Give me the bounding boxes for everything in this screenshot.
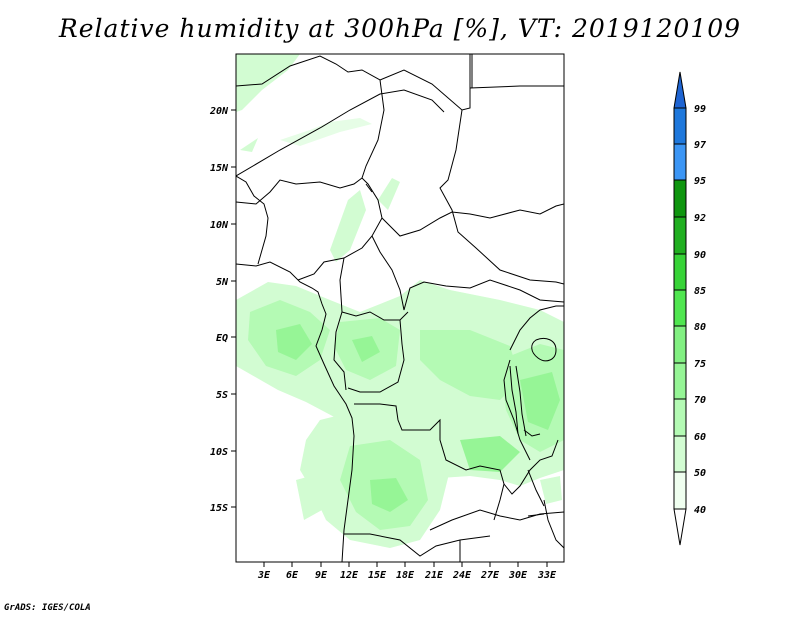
- lon-label: 9E: [315, 570, 328, 581]
- colorbar-segment: [673, 216, 687, 255]
- lon-label: 15E: [368, 570, 387, 581]
- lon-label: 30E: [508, 570, 528, 581]
- colorbar-segment: [673, 471, 687, 510]
- colorbar-label: 60: [694, 432, 706, 443]
- colorbar-top-arrow: [673, 71, 687, 109]
- colorbar-label: 85: [694, 286, 706, 297]
- colorbar-label: 92: [694, 213, 706, 224]
- lon-label: 27E: [480, 570, 500, 581]
- lat-label: 10N: [210, 220, 229, 231]
- grads-credit: GrADS: IGES/COLA: [4, 603, 91, 613]
- lat-label: 5S: [216, 390, 228, 401]
- colorbar-segment: [673, 362, 687, 400]
- lat-label: 5N: [216, 277, 229, 288]
- colorbar-segment: [673, 107, 687, 145]
- colorbar-label: 80: [694, 322, 706, 333]
- lon-label: 18E: [396, 570, 415, 581]
- colorbar-label: 50: [694, 468, 706, 479]
- colorbar-segment: [673, 435, 687, 473]
- country-boundaries: [236, 54, 564, 562]
- lon-label: 33E: [537, 570, 557, 581]
- lat-label: 10S: [210, 447, 228, 458]
- colorbar-label: 40: [694, 505, 706, 516]
- lat-label: 20N: [209, 106, 229, 117]
- map-frame: [235, 53, 565, 563]
- colorbar-label: 90: [694, 250, 706, 261]
- lat-label: EQ: [216, 333, 228, 344]
- colorbar-segment: [673, 325, 687, 364]
- lat-label: 15N: [210, 163, 229, 174]
- humidity-shading: [236, 54, 564, 548]
- axis-ticks: [231, 109, 548, 567]
- colorbar-segment: [673, 179, 687, 218]
- lon-label: 24E: [452, 570, 472, 581]
- colorbar-label: 97: [694, 140, 706, 151]
- colorbar-label: 70: [694, 395, 706, 406]
- colorbar-segment: [673, 253, 687, 291]
- colorbar: 99 97 95 92 90 85 80 75 70 60 50 40: [673, 71, 706, 546]
- lon-label: 3E: [257, 570, 271, 581]
- colorbar-segment: [673, 289, 687, 327]
- colorbar-segment: [673, 143, 687, 181]
- lon-label: 21E: [424, 570, 444, 581]
- map-title: Relative humidity at 300hPa [%], VT: 201…: [58, 14, 742, 43]
- colorbar-label: 75: [694, 359, 706, 370]
- longitude-labels: 3E 6E 9E 12E 15E 18E 21E 24E 27E 30E 33E: [257, 570, 557, 581]
- lon-label: 12E: [340, 570, 359, 581]
- colorbar-segment: [673, 398, 687, 437]
- lat-label: 15S: [210, 503, 228, 514]
- lakes: [365, 183, 557, 517]
- colorbar-label: 99: [694, 104, 706, 115]
- latitude-labels: 20N 15N 10N 5N EQ 5S 10S 15S: [209, 106, 229, 514]
- lon-label: 6E: [286, 570, 299, 581]
- colorbar-bottom-arrow: [673, 508, 687, 546]
- colorbar-label: 95: [694, 176, 706, 187]
